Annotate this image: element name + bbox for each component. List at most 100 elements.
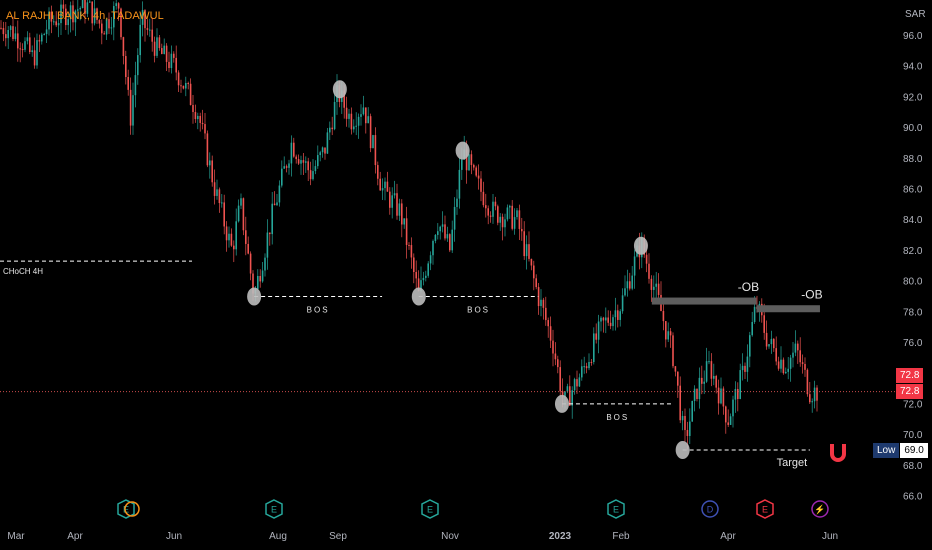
y-tick-label: 72.0	[903, 399, 923, 410]
candle-body	[669, 331, 672, 336]
candle-body	[312, 171, 314, 180]
candle-body	[485, 205, 487, 209]
candle-body	[561, 391, 564, 398]
candle-body	[497, 206, 499, 223]
candle-body	[732, 399, 734, 417]
candle-body	[269, 232, 271, 235]
swing-pivot-marker[interactable]	[247, 287, 262, 306]
candle-body	[309, 170, 312, 180]
earnings-icon[interactable]: E	[265, 499, 283, 519]
candle-body	[38, 40, 41, 42]
candle-body	[348, 113, 350, 119]
candle-body	[763, 315, 765, 333]
candle-body	[168, 61, 170, 69]
candle-body	[749, 335, 751, 357]
candle-body	[499, 216, 501, 223]
candle-body	[566, 386, 569, 392]
candle-body	[129, 89, 132, 126]
candle-body	[393, 193, 396, 196]
candle-body	[477, 175, 480, 179]
candle-body	[470, 154, 473, 165]
time-axis: Mar Apr Jun Aug Sep Nov 2023 Feb Apr Jun	[7, 531, 838, 542]
magnet-shape	[830, 444, 846, 462]
candle-body	[429, 255, 432, 264]
swing-pivot-marker[interactable]	[332, 80, 347, 99]
candle-body	[624, 288, 626, 296]
earnings-icon[interactable]: E	[117, 499, 135, 519]
candle-body	[593, 333, 595, 363]
candle-body	[213, 182, 216, 196]
candle-body	[449, 234, 451, 251]
swing-pivot-marker[interactable]	[633, 236, 648, 255]
candle-body	[564, 391, 566, 398]
candle-body	[283, 166, 285, 169]
candle-body	[633, 256, 636, 276]
candle-body	[425, 275, 427, 278]
swing-pivot-marker[interactable]	[554, 394, 569, 413]
split-icon[interactable]: ⚡	[811, 500, 829, 518]
candle-body	[266, 232, 269, 258]
candle-body	[379, 178, 381, 191]
candle-body	[693, 388, 696, 401]
candle-body	[264, 257, 266, 271]
candle-body	[590, 361, 593, 363]
candle-body	[122, 37, 125, 57]
candle-body	[617, 310, 619, 320]
dividend-icon[interactable]	[124, 501, 140, 517]
candle-body	[240, 198, 242, 206]
candle-body	[662, 310, 665, 322]
candle-body	[333, 102, 336, 130]
candle-body	[780, 359, 782, 369]
candle-body	[727, 422, 729, 425]
candle-body	[729, 416, 732, 425]
y-tick-label: 76.0	[903, 338, 923, 349]
candle-body	[326, 132, 329, 154]
candle-body	[101, 23, 103, 34]
candle-body	[528, 244, 530, 259]
candle-body	[708, 361, 710, 363]
candle-body	[741, 365, 744, 371]
candle-body	[681, 415, 684, 421]
candle-body	[753, 306, 756, 322]
candle-body	[773, 338, 775, 349]
candle-body	[403, 218, 405, 225]
earnings-icon[interactable]: E	[607, 499, 625, 519]
swing-pivot-marker[interactable]	[675, 440, 690, 459]
icon-hex	[265, 499, 283, 519]
candle-body	[441, 224, 444, 227]
y-tick-label: 92.0	[903, 92, 923, 103]
candle-body	[468, 154, 470, 171]
candle-body	[530, 258, 533, 266]
candle-body	[324, 147, 326, 154]
candle-body	[271, 203, 273, 235]
candle-body	[458, 169, 461, 199]
candle-body	[189, 83, 192, 106]
earnings-icon[interactable]: E	[756, 499, 774, 519]
candle-body	[453, 206, 456, 230]
candle-body	[187, 83, 189, 85]
candle-body	[391, 195, 393, 208]
currency-label: SAR	[905, 9, 926, 20]
earnings-icon[interactable]: E	[421, 499, 439, 519]
candle-body	[765, 332, 768, 347]
candle-body	[319, 152, 321, 156]
candle-body	[684, 415, 686, 431]
swing-pivot-marker[interactable]	[455, 141, 470, 160]
magnet-icon[interactable]	[830, 444, 846, 462]
bos-label: BOS	[606, 413, 629, 422]
candle-body	[163, 45, 165, 54]
dividend-icon[interactable]: D	[701, 500, 719, 518]
candle-body	[235, 221, 237, 250]
y-tick-label: 80.0	[903, 277, 923, 288]
swing-pivot-marker[interactable]	[411, 287, 426, 306]
candle-body	[72, 5, 74, 23]
icon-letter: E	[427, 505, 433, 515]
candle-body	[511, 205, 513, 229]
candle-body	[811, 401, 813, 403]
candle-body	[321, 147, 324, 153]
candle-body	[645, 254, 648, 264]
candle-body	[725, 406, 727, 423]
candle-body	[65, 8, 67, 26]
low-tag: Low 69.0	[873, 443, 928, 458]
